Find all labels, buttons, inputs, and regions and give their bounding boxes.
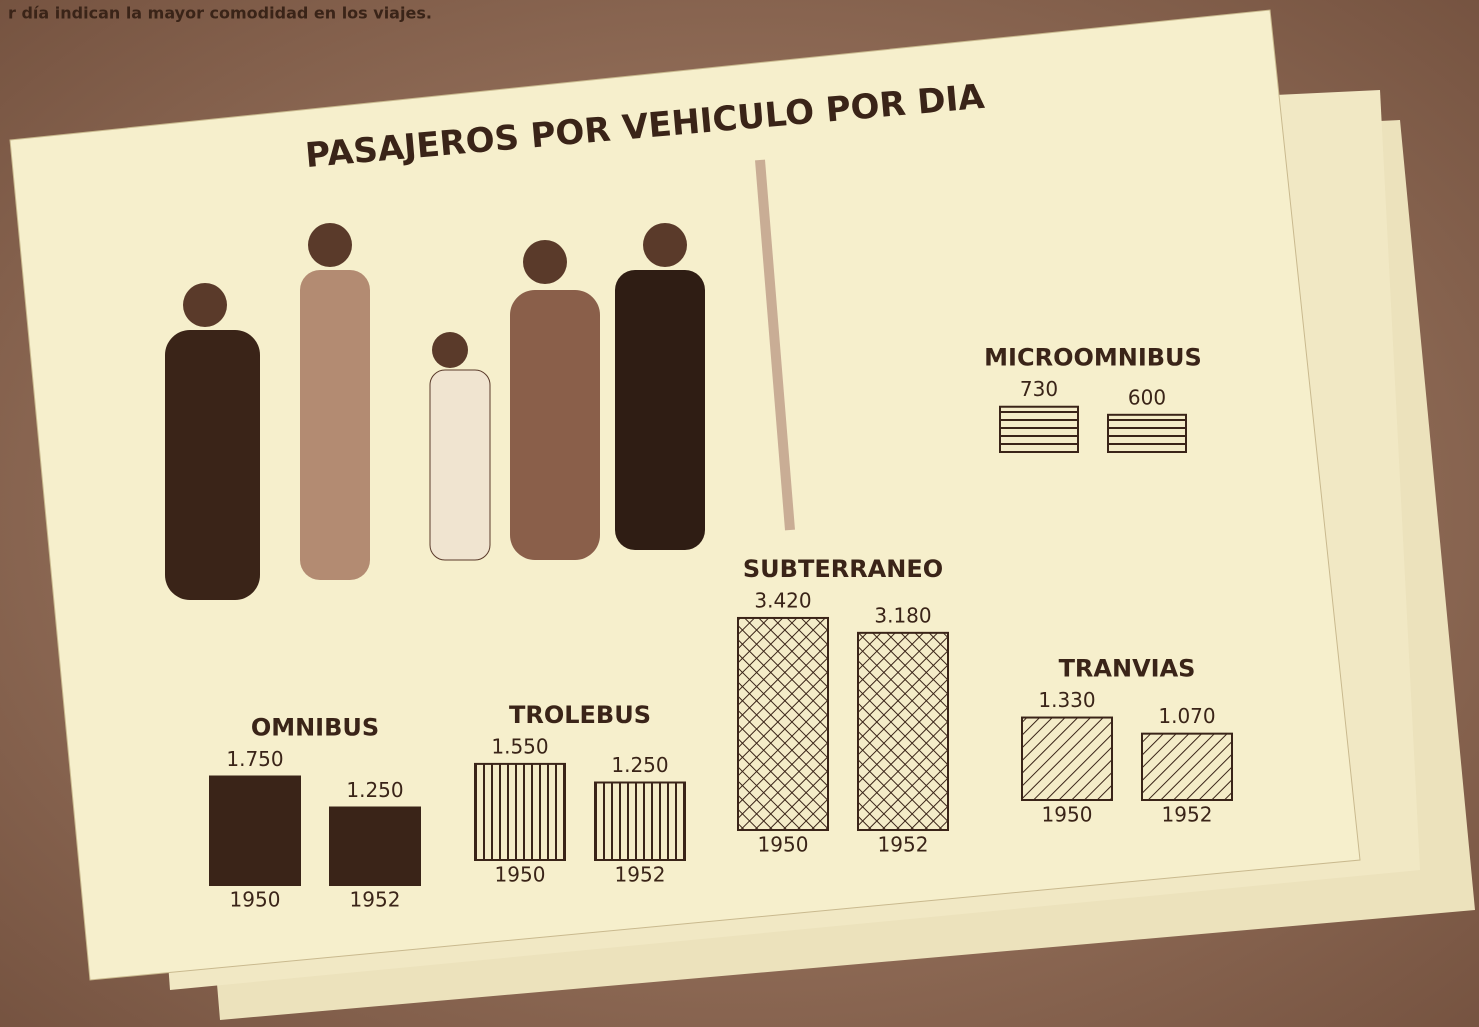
bar xyxy=(1022,718,1112,800)
value-label: 3.180 xyxy=(874,603,931,627)
value-label: 3.420 xyxy=(754,588,811,612)
year-label: 1950 xyxy=(230,888,281,912)
bar xyxy=(1108,415,1186,452)
bar xyxy=(1000,407,1078,452)
value-label: 1.550 xyxy=(491,734,548,758)
bar xyxy=(858,633,948,830)
category-label: MICROOMNIBUS xyxy=(984,344,1202,372)
year-label: 1952 xyxy=(878,833,929,857)
category-label: OMNIBUS xyxy=(251,714,379,742)
value-label: 730 xyxy=(1020,377,1058,401)
value-label: 1.250 xyxy=(346,778,403,802)
year-label: 1950 xyxy=(1042,803,1093,827)
bar xyxy=(738,618,828,830)
year-label: 1952 xyxy=(615,863,666,887)
page: r día indican la mayor comodidad en los … xyxy=(0,0,1479,1027)
year-label: 1950 xyxy=(495,863,546,887)
value-label: 1.070 xyxy=(1158,704,1215,728)
bar xyxy=(475,764,565,860)
bar xyxy=(330,808,420,886)
value-label: 600 xyxy=(1128,385,1166,409)
bar xyxy=(595,783,685,861)
bar xyxy=(210,777,300,886)
caption: r día indican la mayor comodidad en los … xyxy=(8,4,432,23)
category-label: TROLEBUS xyxy=(509,701,651,729)
year-label: 1950 xyxy=(758,833,809,857)
category-label: TRANVIAS xyxy=(1059,655,1196,683)
value-label: 1.330 xyxy=(1038,688,1095,712)
value-label: 1.750 xyxy=(226,747,283,771)
year-label: 1952 xyxy=(350,888,401,912)
year-label: 1952 xyxy=(1162,803,1213,827)
category-label: SUBTERRANEO xyxy=(743,555,943,583)
value-label: 1.250 xyxy=(611,753,668,777)
bar xyxy=(1142,734,1232,800)
